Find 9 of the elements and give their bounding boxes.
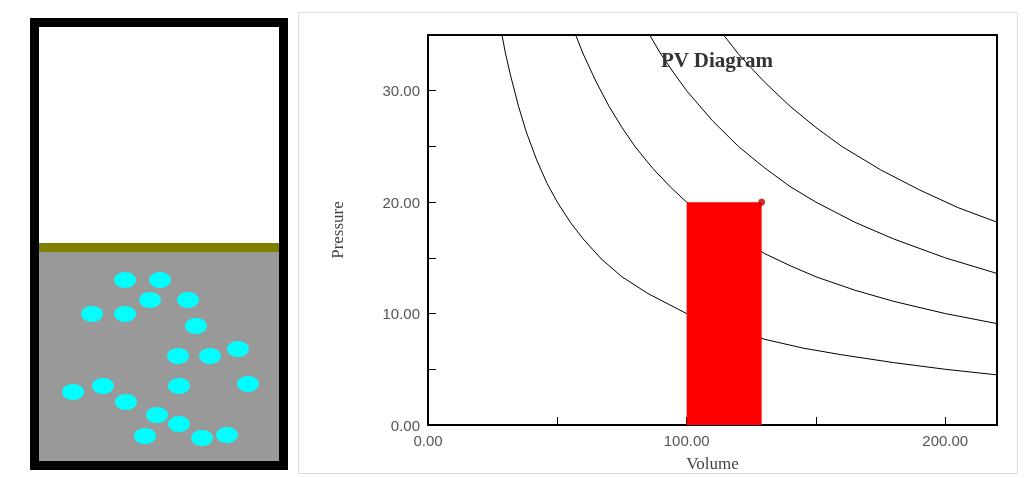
- x-tick-label: 200.00: [922, 432, 969, 449]
- y-axis-title: Pressure: [328, 201, 347, 259]
- x-axis-title: Volume: [686, 454, 739, 473]
- y-tick-label: 30.00: [382, 82, 420, 100]
- y-tick-label: 20.00: [382, 193, 420, 211]
- x-tick-label: 0.00: [413, 432, 443, 449]
- x-tick-label: 100.00: [663, 432, 710, 449]
- y-tick-label: 10.00: [382, 305, 420, 323]
- y-tick-label: 0.00: [390, 416, 420, 434]
